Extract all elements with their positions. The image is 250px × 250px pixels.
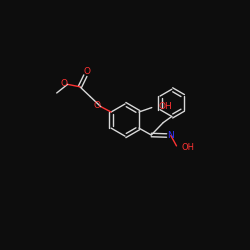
Text: O: O <box>60 79 67 88</box>
Text: O: O <box>94 101 100 110</box>
Text: OH: OH <box>158 102 172 110</box>
Text: OH: OH <box>182 143 195 152</box>
Text: O: O <box>83 67 90 76</box>
Text: N: N <box>168 130 174 140</box>
